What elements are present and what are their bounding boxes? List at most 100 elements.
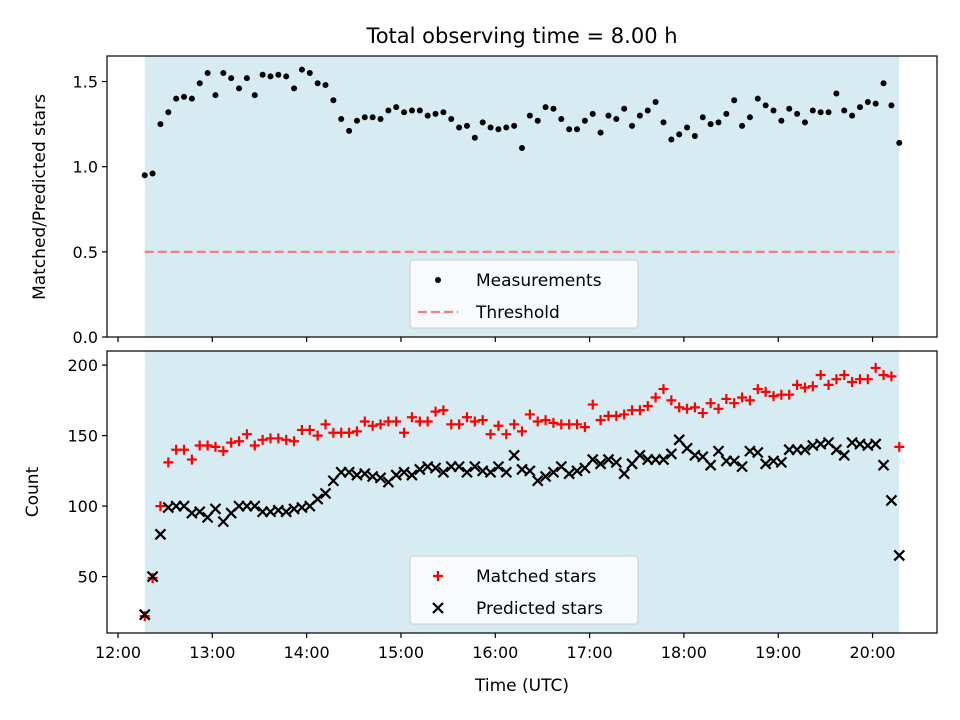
measurement-point <box>589 110 596 117</box>
matched-star-point <box>815 369 826 380</box>
measurement-point <box>157 121 164 128</box>
matched-star-point <box>461 412 472 423</box>
measurement-point <box>416 107 423 114</box>
predicted-star-point <box>138 608 151 621</box>
matched-star-point <box>454 419 465 430</box>
legend-matched-swatch <box>433 571 443 581</box>
matched-star-point <box>509 419 520 430</box>
matched-star-point <box>501 429 512 440</box>
predicted-star-point <box>390 469 403 481</box>
legend-label: Threshold <box>475 303 560 323</box>
measurement-point <box>605 112 612 119</box>
predicted-star-point <box>657 453 670 466</box>
measurement-point <box>369 114 376 121</box>
measurement-point <box>684 124 691 131</box>
measurement-point <box>833 90 840 97</box>
matched-star-point <box>579 422 590 433</box>
top-series <box>141 66 903 253</box>
measurement-point <box>463 122 470 129</box>
predicted-star-point <box>610 456 623 469</box>
measurement-point <box>566 126 573 133</box>
measurement-point <box>770 107 777 114</box>
matched-star-point <box>234 436 245 447</box>
matched-star-point <box>351 426 362 437</box>
measurement-point <box>754 95 761 102</box>
measurement-point <box>141 172 148 179</box>
predicted-star-point <box>193 505 206 518</box>
measurement-point <box>393 104 400 111</box>
top-y-tick-label: 0.0 <box>73 328 98 347</box>
measurement-point <box>267 73 274 80</box>
predicted-star-point <box>618 467 630 480</box>
top-y-tick-label: 0.5 <box>73 243 98 262</box>
predicted-star-point <box>429 462 442 474</box>
predicted-star-point <box>877 459 890 471</box>
predicted-star-point <box>586 453 599 466</box>
measurement-point <box>526 112 533 119</box>
measurement-point <box>731 97 738 104</box>
matched-star-point <box>155 501 166 512</box>
x-axis-label: Time (UTC) <box>474 676 569 696</box>
predicted-star-point <box>500 466 513 479</box>
measurement-point <box>338 116 345 123</box>
matched-star-point <box>438 405 449 416</box>
x-tick-label: 18:00 <box>661 643 707 662</box>
measurement-point <box>212 92 219 99</box>
matched-star-point <box>273 433 284 444</box>
measurement-point <box>487 124 494 131</box>
predicted-star-point <box>248 500 261 512</box>
predicted-star-point <box>759 458 772 470</box>
matched-star-point <box>768 391 779 402</box>
matched-star-point <box>249 440 260 451</box>
measurement-point <box>181 93 188 100</box>
measurement-point <box>165 109 172 116</box>
predicted-star-point <box>736 460 748 473</box>
measurement-point <box>809 107 816 114</box>
predicted-star-point <box>571 465 583 477</box>
bottom-y-tick-label: 50 <box>78 568 98 587</box>
predicted-star-point <box>154 528 167 541</box>
measurement-point <box>534 117 541 124</box>
x-tick-label: 17:00 <box>567 643 613 662</box>
measurement-point <box>353 117 360 124</box>
legend-label: Measurements <box>476 271 602 291</box>
matched-star-point <box>344 427 355 438</box>
measurement-point <box>298 66 305 73</box>
matched-star-point <box>532 416 543 427</box>
matched-star-point <box>257 434 268 445</box>
measurement-point <box>574 126 581 133</box>
matched-star-point <box>548 417 559 428</box>
matched-star-point <box>823 379 834 390</box>
predicted-star-point <box>775 456 788 469</box>
bottom-series <box>138 362 906 622</box>
x-tick-label: 12:00 <box>95 643 141 662</box>
measurement-point <box>841 107 848 114</box>
bottom-y-tick-label: 150 <box>67 427 98 446</box>
bottom-legend: Matched stars Predicted stars <box>409 555 639 625</box>
x-tick-label: 19:00 <box>755 643 801 662</box>
matched-star-point <box>697 408 708 419</box>
measurement-point <box>872 100 879 107</box>
measurement-point <box>880 80 887 87</box>
measurement-point <box>346 127 353 134</box>
measurement-point <box>361 114 368 121</box>
matched-star-point <box>399 427 410 438</box>
predicted-star-point <box>539 470 552 483</box>
bottom-panel: 50 100 150 200 12:00 13:00 14:00 15:00 16:00 17:0… <box>67 350 938 662</box>
matched-star-point <box>375 419 386 430</box>
predicted-star-point <box>885 494 898 507</box>
matched-star-point <box>210 441 221 452</box>
matched-star-point <box>658 384 669 395</box>
matched-star-point <box>682 403 693 414</box>
measurement-point <box>306 70 313 77</box>
measurement-point <box>825 109 832 116</box>
measurement-point <box>676 131 683 138</box>
measurement-point <box>629 122 636 129</box>
matched-star-point <box>666 395 677 406</box>
predicted-star-point <box>469 460 481 473</box>
matched-star-point <box>705 398 716 409</box>
x-tick-label: 20:00 <box>849 643 895 662</box>
measurement-point <box>707 121 714 128</box>
measurement-point <box>471 134 478 141</box>
